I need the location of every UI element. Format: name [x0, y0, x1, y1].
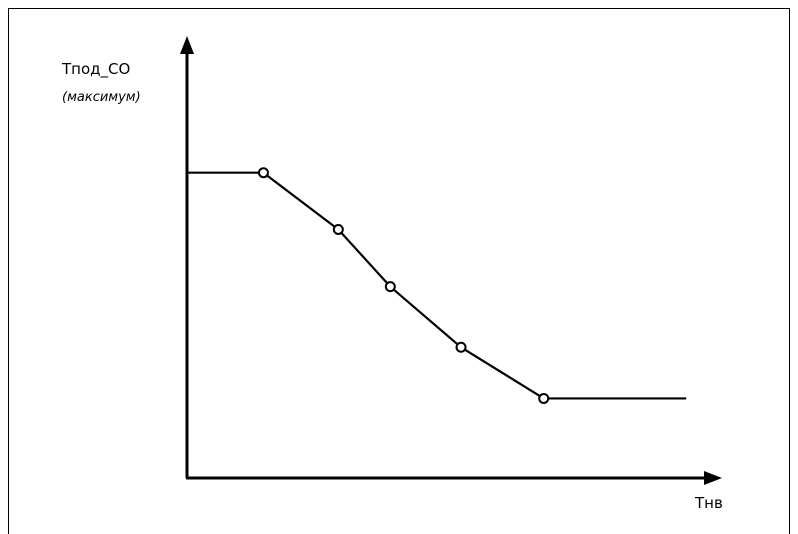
y-axis-label-text: Тпод_СО [62, 60, 131, 78]
data-point-5 [538, 392, 550, 404]
y-axis-label: Тпод_СО [62, 60, 130, 78]
data-point-4 [455, 341, 467, 353]
data-point-2 [332, 223, 344, 235]
figure-border [8, 8, 790, 534]
plot-area [187, 167, 687, 404]
series-line [187, 171, 687, 400]
x-axis-label: Тнв [695, 494, 723, 512]
data-point-3 [384, 281, 396, 293]
x-axis-arrow [704, 471, 722, 485]
y-axis-arrow [180, 36, 194, 54]
y-axis-label-note: (максимум) [62, 90, 141, 105]
data-point-1 [257, 167, 269, 179]
